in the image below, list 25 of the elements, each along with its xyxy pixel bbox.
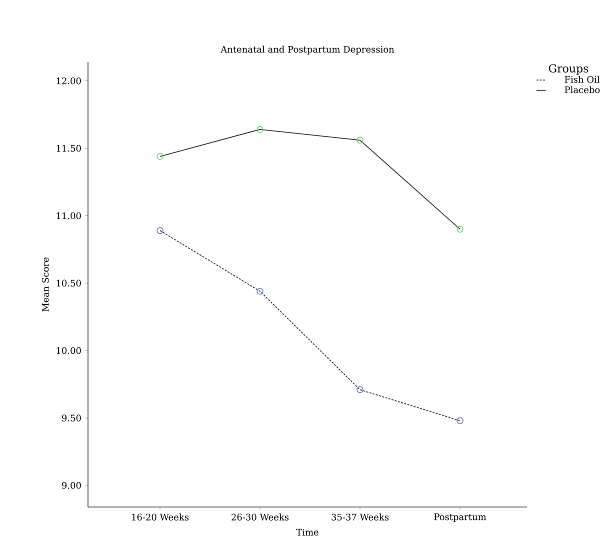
x-tick-label: 35-37 Weeks [332, 514, 389, 520]
x-tick-label: 26-30 Weeks [232, 514, 289, 520]
x-tick-label: Postpartum [434, 514, 486, 522]
point [356, 386, 364, 394]
y-tick-label: 12.00 [56, 77, 81, 84]
y-tick-label: 9.50 [62, 414, 81, 422]
chart-title: Antenatal and Postpartum Depression [220, 46, 394, 54]
point [456, 417, 464, 424]
legend-label: Fish Oil [564, 76, 600, 83]
y-tick-label: 10.50 [56, 280, 81, 287]
y-tick-label: 10.00 [56, 347, 81, 354]
point [156, 152, 164, 160]
point [356, 136, 364, 144]
x-axis-title: Time [296, 528, 318, 536]
y-tick-label: 11.50 [56, 144, 81, 152]
legend-title: Groups [548, 64, 588, 75]
legend-label: Placebo [564, 86, 600, 94]
y-tick-label: 9.00 [62, 482, 81, 489]
point [256, 288, 264, 295]
y-axis-title: Mean Score [42, 258, 49, 312]
point [456, 226, 464, 233]
y-tick-label: 11.00 [56, 212, 81, 220]
point [156, 227, 164, 234]
point [256, 126, 264, 133]
x-tick-label: 16-20 Weeks [132, 514, 189, 520]
